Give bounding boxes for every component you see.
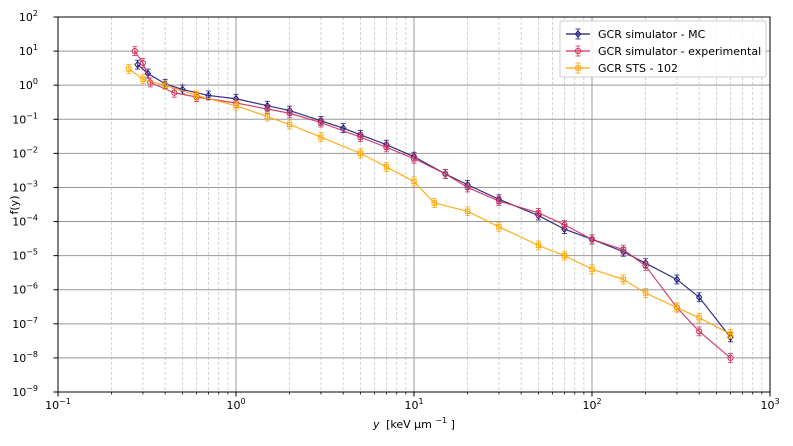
x-tick-label: 102 <box>582 397 601 412</box>
y-tick-label: 10−7 <box>12 316 38 331</box>
y-tick-labels: 10−9 10−8 10−7 10−6 10−5 10−4 10−3 10−2 10−1 100 1… <box>12 9 38 399</box>
data-point <box>535 209 542 216</box>
series-2 <box>131 46 734 363</box>
data-point <box>561 221 568 228</box>
data-point <box>139 59 147 67</box>
data-point <box>134 60 141 69</box>
legend-label: GCR simulator - experimental <box>598 45 761 58</box>
data-point <box>431 200 437 206</box>
legend-label: GCR STS - 102 <box>598 62 678 75</box>
series-line <box>128 68 731 335</box>
data-series-layer <box>126 46 734 363</box>
legend-marker <box>574 47 582 55</box>
data-point <box>171 89 178 96</box>
data-point <box>411 178 417 185</box>
y-tick-label: 10−2 <box>12 145 38 160</box>
y-tick-label: 10−5 <box>12 248 38 263</box>
data-point <box>131 47 138 55</box>
data-point <box>496 224 502 230</box>
data-point <box>464 208 471 214</box>
x-tick-label: 101 <box>404 397 423 412</box>
data-point <box>535 242 542 249</box>
y-tick-label: 10−1 <box>12 111 38 126</box>
data-point <box>286 110 293 117</box>
legend-item: GCR simulator - experimental <box>566 45 761 58</box>
legend-marker <box>575 65 581 71</box>
data-point <box>495 197 503 205</box>
y-tick-label: 10−6 <box>12 282 38 297</box>
x-axis-label: y [keV μm −1 ] <box>372 413 455 431</box>
data-point <box>464 184 471 191</box>
y-tick-label: 10−8 <box>12 350 38 365</box>
data-point <box>620 246 627 253</box>
data-point <box>642 290 649 296</box>
data-point <box>442 170 449 177</box>
data-point <box>674 304 680 311</box>
data-point <box>727 354 734 362</box>
data-point <box>695 293 703 302</box>
series-line <box>137 64 731 338</box>
y-axis-label: f(y) <box>8 196 21 215</box>
data-point <box>140 76 146 82</box>
data-point <box>162 82 168 88</box>
data-point <box>357 150 364 157</box>
legend: GCR simulator - MC GCR simulator - experi… <box>559 20 767 78</box>
legend-item: GCR simulator - MC <box>566 28 706 41</box>
data-point <box>620 276 627 283</box>
data-point <box>126 66 132 72</box>
x-tick-labels: 10−1 100 101 102 103 <box>45 397 779 412</box>
data-point <box>588 236 596 243</box>
y-tick-label: 10−3 <box>12 179 38 194</box>
x-tick-label: 100 <box>226 397 245 412</box>
x-tick-label: 10−1 <box>45 397 71 412</box>
data-point <box>286 121 293 128</box>
data-point <box>561 252 568 259</box>
y-tick-label: 10−4 <box>12 214 38 229</box>
y-tick-label: 101 <box>19 43 38 58</box>
data-point <box>383 164 390 170</box>
y-tick-label: 100 <box>19 77 38 92</box>
data-point <box>410 155 418 162</box>
axis-ticks <box>53 16 771 397</box>
data-point <box>561 225 568 234</box>
legend-marker <box>574 30 582 38</box>
data-point <box>727 331 734 337</box>
series-1 <box>134 59 734 343</box>
data-point <box>357 133 364 141</box>
legend-box <box>559 20 767 78</box>
data-point <box>233 103 239 109</box>
data-point <box>589 266 595 272</box>
series-3 <box>126 64 734 339</box>
data-point <box>642 262 649 269</box>
data-point <box>264 113 271 120</box>
legend-items: GCR simulator - MC GCR simulator - experi… <box>566 28 761 75</box>
legend-label: GCR simulator - MC <box>598 28 706 41</box>
data-point <box>673 275 681 284</box>
data-point <box>264 105 271 113</box>
legend-item: GCR STS - 102 <box>566 62 678 75</box>
x-tick-label: 103 <box>760 397 779 412</box>
data-point <box>193 92 200 99</box>
data-point <box>696 315 702 321</box>
data-point <box>383 144 390 151</box>
y-tick-label: 10−9 <box>12 384 38 399</box>
y-tick-label: 102 <box>19 9 38 24</box>
data-point <box>317 119 325 126</box>
data-point <box>318 134 324 140</box>
data-point <box>179 85 186 94</box>
data-point <box>696 328 703 335</box>
